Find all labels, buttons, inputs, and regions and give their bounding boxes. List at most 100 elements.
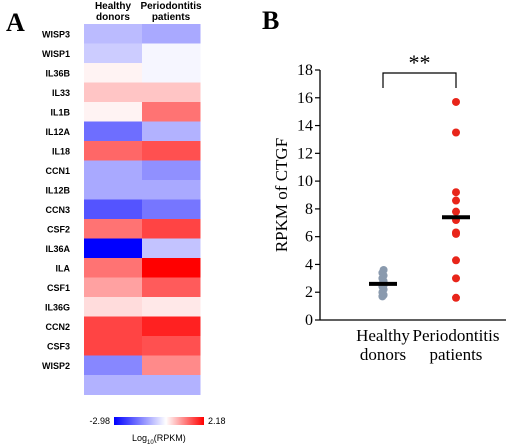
- heatmap-cell: [84, 160, 143, 181]
- bracket-line: [382, 72, 457, 88]
- scatter-point: [452, 207, 460, 216]
- heatmap-cell: [142, 160, 201, 181]
- heatmap-cell: [84, 121, 143, 142]
- panel-b-letter: B: [262, 6, 279, 35]
- heatmap-cell: [142, 238, 201, 259]
- heatmap-cell: [84, 63, 143, 83]
- scatter-point: [452, 188, 460, 197]
- heatmap-row-label: IL1B: [50, 107, 70, 117]
- x-category-label: Healthy: [356, 326, 410, 345]
- heatmap-cell: [142, 121, 201, 142]
- heatmap-cell: [142, 24, 201, 44]
- heatmap-cell: [142, 82, 201, 103]
- heatmap-cell: [142, 43, 201, 64]
- scatter-point: [452, 228, 460, 237]
- colorbar-title-main: Log: [132, 433, 147, 443]
- heatmap-cell: [142, 258, 201, 278]
- heatmap-cell: [142, 63, 201, 83]
- x-category-label: donors: [360, 345, 406, 364]
- heatmap-row-label: CSF1: [47, 283, 70, 293]
- y-tick-label: 4: [305, 256, 313, 273]
- y-tick-label: 2: [305, 284, 313, 301]
- scatter-point: [452, 196, 460, 205]
- scatter-point: [452, 256, 460, 265]
- heatmap-row-label: CSF3: [47, 341, 70, 351]
- colorbar-title: Log10(RPKM): [132, 433, 186, 445]
- heatmap-row-label: CCN3: [45, 205, 70, 215]
- scatter-point: [452, 293, 460, 302]
- y-axis-label: RPKM of CTGF: [272, 138, 291, 252]
- heatmap-row-label: IL33: [52, 88, 70, 98]
- y-tick-label: 12: [297, 145, 313, 162]
- scatter-axes: [319, 70, 506, 321]
- y-tick-label: 6: [305, 229, 313, 246]
- heatmap-row-label: WISP1: [42, 49, 70, 59]
- heatmap-cell: [142, 336, 201, 356]
- x-category-label: patients: [430, 345, 483, 364]
- heatmap-cell: [84, 355, 143, 376]
- heatmap-column-label: donors: [96, 12, 130, 23]
- heatmap-column-label: Healthy: [95, 1, 132, 12]
- y-tick-label: 10: [297, 173, 313, 190]
- heatmap-cell: [142, 180, 201, 200]
- heatmap-cell: [84, 336, 143, 356]
- heatmap-cell: [84, 219, 143, 239]
- heatmap-cell: [142, 277, 201, 298]
- y-tick-label: 0: [305, 312, 313, 329]
- y-tick-label: 18: [297, 62, 313, 79]
- heatmap-cell: [84, 297, 143, 317]
- heatmap-row-label: CSF2: [47, 224, 70, 234]
- colorbar-title-sub: 10: [147, 440, 154, 445]
- heatmap-cell: [84, 277, 143, 298]
- heatmap-cell: [84, 82, 143, 103]
- colorbar-min-label: -2.98: [89, 416, 110, 426]
- heatmap-cell: [84, 316, 143, 337]
- significance-label: **: [409, 50, 431, 75]
- scatter-point: [452, 274, 460, 283]
- scatter-point: [452, 128, 460, 137]
- heatmap-row-labels: WISP3 WISP1 IL36B IL33 IL1B IL12A IL18 CCN1 IL12…: [42, 29, 71, 371]
- heatmap-cell: [84, 375, 143, 395]
- heatmap-cell: [84, 43, 143, 64]
- heatmap-column-label: Periodontitis: [140, 1, 202, 12]
- heatmap-cells: [84, 24, 201, 395]
- colorbar-gradient: [114, 417, 204, 425]
- heatmap-row-label: IL36A: [45, 244, 70, 254]
- heatmap-cell: [84, 102, 143, 122]
- scatter-medians: [369, 215, 470, 286]
- heatmap-cell: [84, 180, 143, 200]
- scatter-y-ticks: 0 2 4 6 8 10 12 14 16 18: [297, 62, 320, 329]
- y-tick-label: 14: [297, 118, 313, 135]
- heatmap-row-label: ILA: [56, 263, 71, 273]
- heatmap-row-label: WISP3: [42, 29, 70, 39]
- heatmap-cell: [142, 102, 201, 122]
- heatmap-cell: [142, 141, 201, 161]
- y-tick-label: 16: [297, 90, 313, 107]
- heatmap-cell: [84, 238, 143, 259]
- heatmap-row-label: CCN2: [45, 322, 70, 332]
- x-category-label: Periodontitis: [413, 326, 500, 345]
- heatmap-row-label: IL18: [52, 146, 70, 156]
- heatmap-cell: [142, 355, 201, 376]
- heatmap-row-label: IL12A: [45, 127, 70, 137]
- panel-a-letter: A: [6, 8, 25, 37]
- heatmap-cell: [142, 199, 201, 220]
- significance-bracket: **: [382, 50, 457, 88]
- heatmap-cell: [142, 219, 201, 239]
- colorbar-title-rest: (RPKM): [154, 433, 186, 443]
- heatmap-colorbar: -2.98 2.18 Log10(RPKM): [89, 416, 225, 445]
- heatmap-cell: [84, 199, 143, 220]
- scatter-point: [379, 266, 388, 274]
- heatmap-cell: [84, 141, 143, 161]
- heatmap-row-label: WISP2: [42, 361, 70, 371]
- heatmap-cell: [142, 316, 201, 337]
- y-tick-label: 8: [305, 201, 313, 218]
- heatmap-row-label: IL12B: [45, 185, 70, 195]
- scatter-points: [378, 97, 460, 302]
- heatmap-cell: [84, 24, 143, 44]
